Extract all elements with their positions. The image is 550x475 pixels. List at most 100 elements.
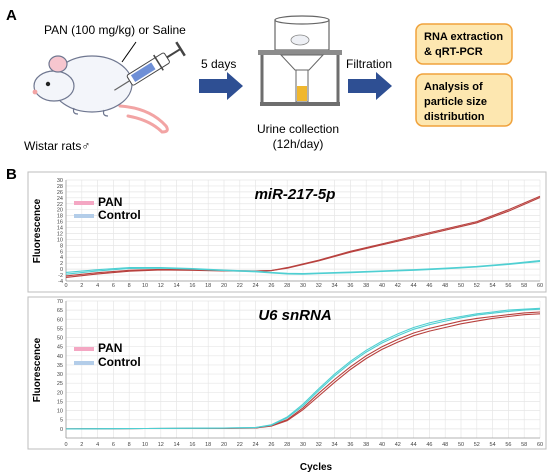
x-tick-label: 58 <box>521 283 527 289</box>
x-tick-label: 28 <box>284 283 290 289</box>
x-tick-label: 4 <box>96 283 99 289</box>
panel-a-label: A <box>6 7 17 24</box>
x-tick-label: 56 <box>505 283 511 289</box>
y-tick-label: 60 <box>57 317 63 323</box>
x-tick-label: 58 <box>521 442 527 448</box>
x-tick-label: 12 <box>158 283 164 289</box>
legend-swatch-pan <box>74 201 94 205</box>
x-tick-label: 24 <box>253 283 259 289</box>
y-tick-label: 65 <box>57 308 63 314</box>
chart-mir217: 0 2 4 6 8 10 12 14 16 18 20 22 24 26 28 30 32 34 36 38 40 42 4… <box>32 178 543 289</box>
x-tick-label: 18 <box>205 283 211 289</box>
y-tick-label: 30 <box>57 178 63 184</box>
y-tick-label: 0 <box>60 427 63 433</box>
x-tick-label: 46 <box>426 442 432 448</box>
x-tick-label: 60 <box>537 283 543 289</box>
x-tick-label: 22 <box>237 442 243 448</box>
rna-box-line1: RNA extraction <box>424 31 503 43</box>
x-tick-label: 16 <box>189 283 195 289</box>
y-tick-label: 8 <box>60 243 63 249</box>
x-tick-label: 52 <box>474 283 480 289</box>
rat-tail <box>118 104 169 134</box>
x-tick-label: 38 <box>363 442 369 448</box>
y-tick-label: 30 <box>57 372 63 378</box>
legend-label-control: Control <box>98 355 141 369</box>
y-tick-label: 5 <box>60 418 63 424</box>
particle-box-line3: distribution <box>424 111 485 123</box>
filtration-text: Filtration <box>346 57 392 71</box>
x-tick-label: 26 <box>268 442 274 448</box>
x-tick-label: 48 <box>442 442 448 448</box>
x-tick-label: 52 <box>474 442 480 448</box>
y-tick-label: 16 <box>57 220 63 226</box>
y-tick-label: 2 <box>60 261 63 267</box>
x-axis-label: Cycles <box>300 462 333 473</box>
x-tick-label: 32 <box>316 442 322 448</box>
y-tick-label: -2 <box>58 273 63 279</box>
legend-swatch-pan <box>74 347 94 351</box>
y-tick-label: 18 <box>57 214 63 220</box>
y-tick-label: 10 <box>57 237 63 243</box>
x-tick-label: 36 <box>347 283 353 289</box>
treatment-text: PAN (100 mg/kg) or Saline <box>44 23 186 37</box>
x-tick-label: 40 <box>379 442 385 448</box>
y-tick-label: 25 <box>57 381 63 387</box>
rat-illustration <box>32 55 169 134</box>
treatment-pointer-line <box>121 41 137 63</box>
x-tick-label: 28 <box>284 442 290 448</box>
y-axis-label: Fluorescence <box>32 337 43 402</box>
x-tick-label: 0 <box>64 442 67 448</box>
x-tick-label: 18 <box>205 442 211 448</box>
y-tick-label: 22 <box>57 202 63 208</box>
x-tick-label: 14 <box>174 442 180 448</box>
x-tick-label: 20 <box>221 283 227 289</box>
x-tick-label: 40 <box>379 283 385 289</box>
x-tick-label: 30 <box>300 283 306 289</box>
panel-b-label: B <box>6 166 17 183</box>
x-tick-label: 0 <box>64 283 67 289</box>
x-tick-label: 16 <box>189 442 195 448</box>
y-tick-label: 55 <box>57 326 63 332</box>
y-tick-label: 0 <box>60 267 63 273</box>
legend-swatch-control <box>74 361 94 365</box>
x-tick-label: 8 <box>128 283 131 289</box>
y-tick-label: -4 <box>58 279 63 285</box>
chart-title: miR-217-5p <box>255 186 336 203</box>
y-tick-label: 35 <box>57 363 63 369</box>
series-line-pan <box>65 195 541 278</box>
x-tick-label: 22 <box>237 283 243 289</box>
series-line-control <box>65 259 541 275</box>
x-tick-label: 2 <box>80 283 83 289</box>
x-tick-label: 56 <box>505 442 511 448</box>
rat-feet <box>72 107 109 117</box>
panel-a: A PAN (100 mg/kg) or Saline Wistar rats♂… <box>6 7 513 153</box>
rat-head <box>33 70 75 102</box>
x-tick-label: 54 <box>490 442 496 448</box>
y-axis-label: Fluorescence <box>32 198 43 263</box>
panel-b: B 0 2 4 6 8 10 12 14 16 18 20 22 24 26 28 30 32 34 36 38 40 4… <box>6 166 547 473</box>
x-tick-label: 6 <box>112 283 115 289</box>
x-tick-label: 36 <box>347 442 353 448</box>
y-tick-label: 40 <box>57 354 63 360</box>
metabolic-cage-icon <box>258 15 342 106</box>
y-tick-label: 70 <box>57 299 63 305</box>
series-line-pan <box>65 196 541 277</box>
syringe-icon <box>114 41 186 91</box>
x-tick-label: 6 <box>112 442 115 448</box>
y-tick-label: 45 <box>57 345 63 351</box>
x-tick-label: 48 <box>442 283 448 289</box>
y-tick-label: 15 <box>57 399 63 405</box>
series-line-control <box>65 308 541 430</box>
y-tick-label: 20 <box>57 208 63 214</box>
x-tick-label: 24 <box>253 442 259 448</box>
rat-eye <box>45 81 51 87</box>
chart-title: U6 snRNA <box>258 307 331 324</box>
x-tick-label: 60 <box>537 442 543 448</box>
x-tick-label: 42 <box>395 283 401 289</box>
x-tick-label: 20 <box>221 442 227 448</box>
x-tick-label: 34 <box>332 283 338 289</box>
particle-box-line1: Analysis of <box>424 81 483 93</box>
x-tick-label: 38 <box>363 283 369 289</box>
arrow-right-icon <box>348 72 392 100</box>
x-tick-label: 14 <box>174 283 180 289</box>
